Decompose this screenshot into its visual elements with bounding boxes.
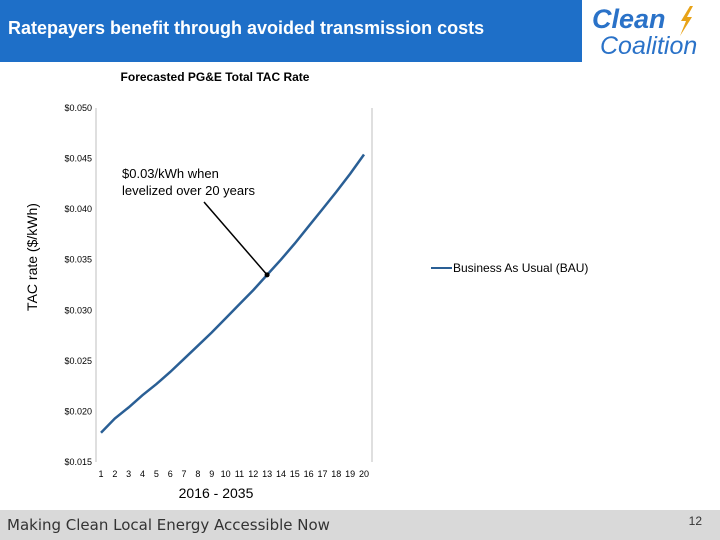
x-tick-label: 12 <box>248 469 258 479</box>
y-tick-label: $0.015 <box>64 457 92 467</box>
x-tick-label: 19 <box>345 469 355 479</box>
x-tick-label: 17 <box>317 469 327 479</box>
annotation-point <box>264 272 270 278</box>
x-tick-label: 18 <box>331 469 341 479</box>
x-tick-label: 6 <box>168 469 173 479</box>
x-tick-label: 14 <box>276 469 286 479</box>
x-axis-label: 2016 - 2035 <box>179 485 254 501</box>
x-tick-label: 1 <box>98 469 103 479</box>
x-tick-label: 4 <box>140 469 145 479</box>
x-tick-label: 5 <box>154 469 159 479</box>
x-tick-label: 16 <box>304 469 314 479</box>
page-number: 12 <box>688 514 702 528</box>
x-tick-label: 15 <box>290 469 300 479</box>
slide-title: Ratepayers benefit through avoided trans… <box>8 18 485 38</box>
y-tick-label: $0.035 <box>64 255 92 265</box>
clean-coalition-logo: Clean Coalition <box>588 2 718 62</box>
x-tick-label: 3 <box>126 469 131 479</box>
x-tick-label: 8 <box>195 469 200 479</box>
slide-footer: Making Clean Local Energy Accessible Now… <box>0 510 720 540</box>
y-tick-label: $0.020 <box>64 406 92 416</box>
legend-label-bau: Business As Usual (BAU) <box>453 261 588 275</box>
y-tick-label: $0.025 <box>64 356 92 366</box>
slide-header: Ratepayers benefit through avoided trans… <box>0 0 582 62</box>
x-axis-ticks: 1 2 3 4 5 6 7 8 9 10 11 12 13 14 15 16 17 18 19 20 <box>98 469 369 479</box>
y-axis-ticks: $0.015 $0.020 $0.025 $0.030 $0.035 $0.040 $0.0… <box>64 103 92 467</box>
y-axis-label: TAC rate ($/kWh) <box>24 203 40 311</box>
y-tick-label: $0.045 <box>64 154 92 164</box>
y-tick-label: $0.030 <box>64 305 92 315</box>
x-tick-label: 11 <box>235 469 244 479</box>
annotation-text-line2: levelized over 20 years <box>122 183 255 198</box>
x-tick-label: 13 <box>262 469 272 479</box>
footer-tagline: Making Clean Local Energy Accessible Now <box>7 516 330 534</box>
chart-title: Forecasted PG&E Total TAC Rate <box>121 70 310 84</box>
x-tick-label: 10 <box>221 469 231 479</box>
lightning-bolt-icon <box>680 6 693 36</box>
x-tick-label: 9 <box>209 469 214 479</box>
y-tick-label: $0.040 <box>64 204 92 214</box>
logo-text-clean: Clean <box>592 4 666 34</box>
annotation-callout-line <box>203 201 268 276</box>
series-line-bau <box>100 153 366 434</box>
x-tick-label: 7 <box>182 469 187 479</box>
logo-text-coalition: Coalition <box>600 32 698 60</box>
tac-rate-chart: Forecasted PG&E Total TAC Rate TAC rate … <box>24 70 588 501</box>
x-tick-label: 2 <box>112 469 117 479</box>
annotation-text-line1: $0.03/kWh when <box>122 166 219 181</box>
x-tick-label: 20 <box>359 469 369 479</box>
y-tick-label: $0.050 <box>64 103 92 113</box>
